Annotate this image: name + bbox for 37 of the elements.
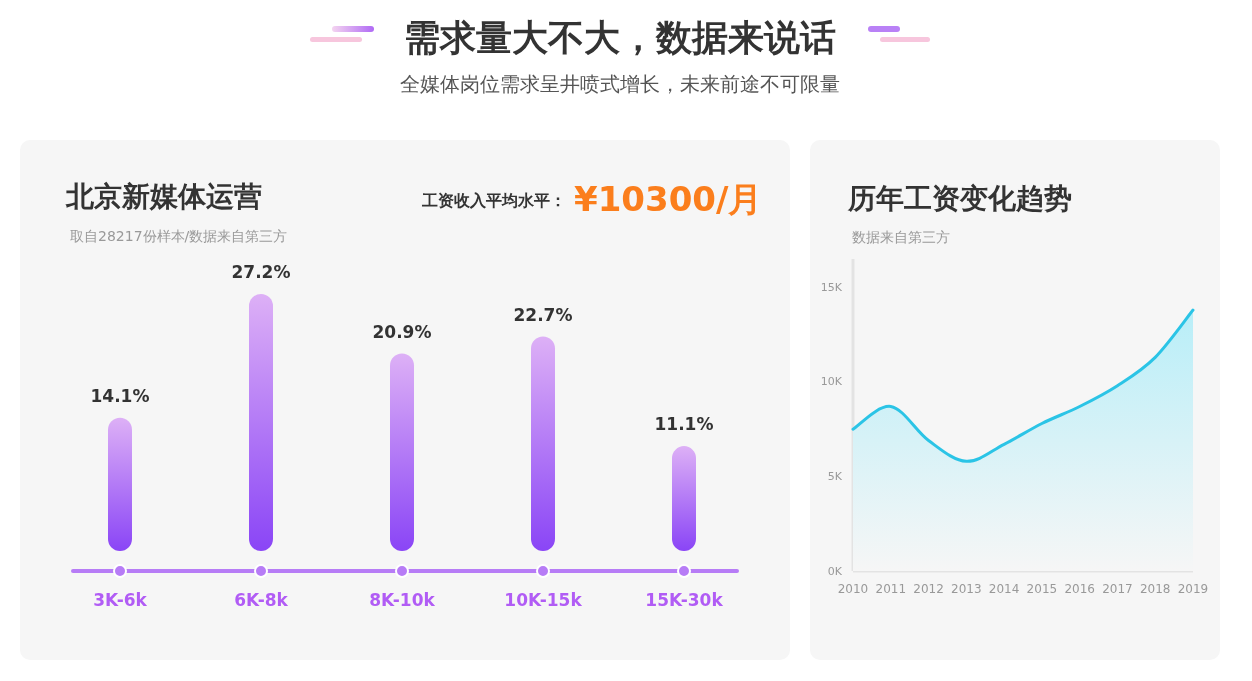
x-tick-label: 2011	[875, 582, 907, 596]
bar	[108, 417, 132, 551]
text: 工资收入平均水平：	[421, 191, 566, 210]
data-label: 14.1%	[90, 385, 150, 406]
bar	[672, 446, 696, 551]
bar	[531, 336, 555, 551]
x-tick-label: 6K-8k	[234, 590, 289, 610]
y-tick-label: 15K	[820, 280, 843, 294]
data-label: 22.7%	[513, 304, 573, 325]
x-tick-label: 2016	[1064, 582, 1095, 596]
chart-title: 北京新媒体运营	[65, 180, 262, 213]
text: 需求量大不大，数据来说话	[404, 17, 836, 58]
x-tick-label: 2013	[951, 582, 982, 596]
x-tick-label: 3K-6k	[93, 590, 148, 610]
x-tick-label: 2012	[913, 582, 944, 596]
data-label: 20.9%	[372, 321, 432, 342]
y-tick-label: 0K	[827, 564, 843, 578]
x-tick-label: 8K-10k	[369, 590, 436, 610]
chart-title: 历年工资变化趋势	[847, 182, 1072, 215]
text: 全媒体岗位需求呈井喷式增长，未来前途不可限量	[400, 72, 840, 96]
x-tick-label: 2010	[837, 582, 869, 596]
x-tick-label: 2018	[1139, 582, 1171, 596]
bar	[390, 353, 414, 551]
text: ¥10300/月	[574, 179, 763, 219]
chart-subtitle: 取自28217份样本/数据来自第三方	[70, 228, 288, 244]
x-tick-label: 2014	[988, 582, 1020, 596]
y-tick-label: 10K	[820, 375, 843, 389]
data-label: 27.2%	[231, 262, 291, 282]
x-tick-label: 2015	[1026, 582, 1058, 596]
x-tick-label: 2017	[1102, 582, 1133, 596]
x-tick-label: 15K-30k	[645, 590, 724, 610]
x-tick-label: 10K-15k	[504, 590, 583, 610]
x-tick-label: 2019	[1177, 582, 1209, 596]
y-tick-label: 5K	[827, 469, 843, 483]
bar	[249, 294, 273, 551]
data-label: 11.1%	[654, 414, 714, 435]
chart-subtitle: 数据来自第三方	[852, 229, 950, 245]
